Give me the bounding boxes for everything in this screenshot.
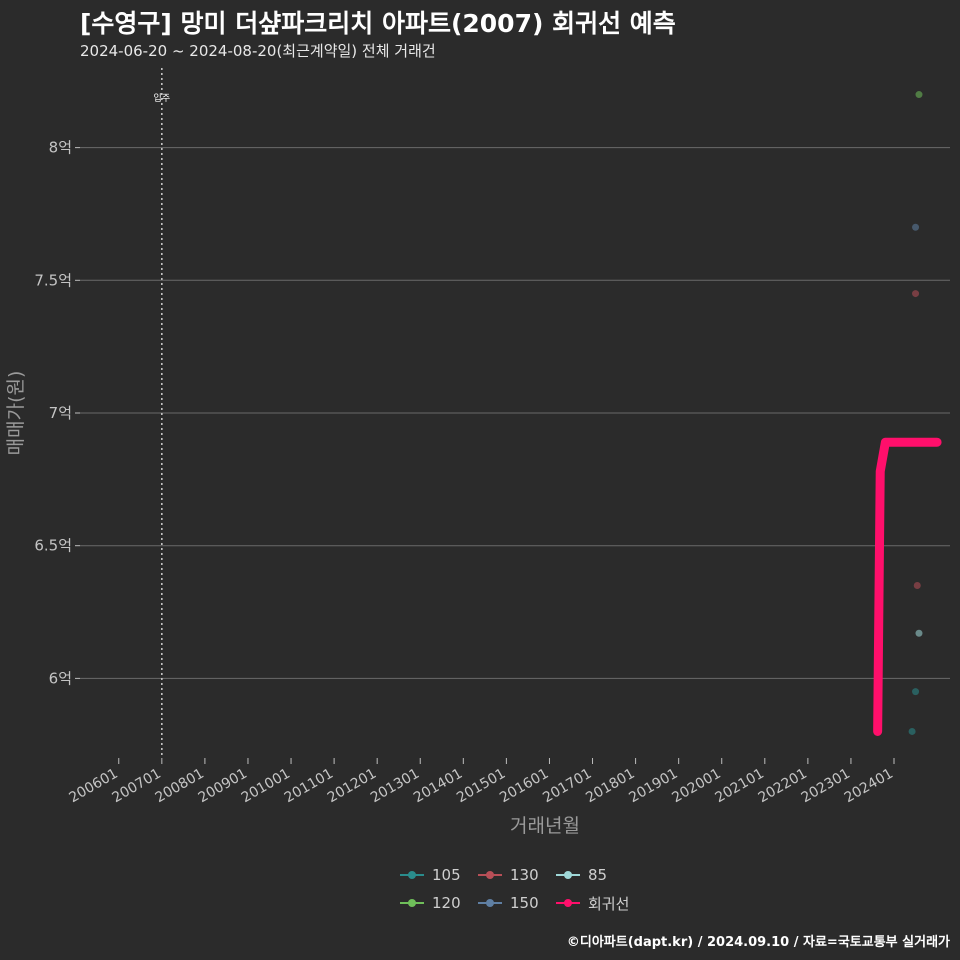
point-130 xyxy=(912,290,920,298)
x-tick-label: 201601 xyxy=(497,766,551,807)
y-tick-label: 7억 xyxy=(49,404,72,422)
legend-item: 105 xyxy=(398,864,476,886)
scatter-points xyxy=(908,91,923,735)
legend-key xyxy=(476,892,504,914)
grid-lines xyxy=(80,147,950,679)
legend-key xyxy=(554,864,582,886)
x-tick-label: 202101 xyxy=(713,766,767,807)
legend-item: 120 xyxy=(398,892,476,914)
point-85 xyxy=(915,629,923,637)
x-tick-label: 202401 xyxy=(842,766,896,807)
axes: 6억6.5억7억7.5억8억20060120070120080120090120… xyxy=(5,139,896,837)
chart-title: [수영구] 망미 더샾파크리치 아파트(2007) 회귀선 예측 xyxy=(80,9,676,38)
legend: 105 130 85 120 150 회귀선 xyxy=(398,864,632,914)
legend-key xyxy=(554,892,582,914)
y-tick-label: 7.5억 xyxy=(34,271,72,289)
legend-label: 회귀선 xyxy=(588,894,630,913)
x-tick-label: 201301 xyxy=(368,766,422,807)
point-105 xyxy=(912,688,920,696)
y-tick-label: 6억 xyxy=(49,669,72,687)
legend-item: 회귀선 xyxy=(554,892,632,914)
legend-item: 85 xyxy=(554,864,632,886)
legend-key xyxy=(398,864,426,886)
point-120 xyxy=(915,91,923,99)
x-tick-label: 202001 xyxy=(669,766,723,807)
x-tick-label: 201401 xyxy=(411,766,465,807)
source-caption: ©디아파트(dapt.kr) / 2024.09.10 / 자료=국토교통부 실… xyxy=(566,935,950,950)
x-tick-label: 200901 xyxy=(196,766,250,807)
x-tick-label: 200601 xyxy=(66,766,120,807)
move-in-marker: 입주 xyxy=(154,68,171,758)
x-axis-title: 거래년월 xyxy=(510,815,580,837)
legend-item: 130 xyxy=(476,864,554,886)
x-tick-label: 201201 xyxy=(325,766,379,807)
y-tick-label: 8억 xyxy=(49,139,72,157)
legend-key xyxy=(476,864,504,886)
y-axis-title: 매매가(원) xyxy=(5,371,27,456)
regression-line xyxy=(873,437,942,736)
point-105 xyxy=(908,727,916,735)
y-tick-label: 6.5억 xyxy=(34,537,72,555)
legend-label: 120 xyxy=(432,894,461,912)
legend-label: 85 xyxy=(588,866,608,884)
x-tick-label: 200701 xyxy=(110,766,164,807)
x-tick-label: 201001 xyxy=(239,766,293,807)
legend-label: 130 xyxy=(510,866,539,884)
regression-layer xyxy=(873,437,942,736)
legend-item: 150 xyxy=(476,892,554,914)
x-tick-label: 201701 xyxy=(540,766,594,807)
x-tick-label: 202201 xyxy=(756,766,810,807)
x-tick-label: 201801 xyxy=(583,766,637,807)
move-in-label: 입주 xyxy=(154,92,171,104)
x-tick-label: 201101 xyxy=(282,766,336,807)
x-tick-label: 201501 xyxy=(454,766,508,807)
point-150 xyxy=(912,223,920,231)
legend-key xyxy=(398,892,426,914)
legend-label: 105 xyxy=(432,866,461,884)
x-tick-label: 201901 xyxy=(626,766,680,807)
chart-subtitle: 2024-06-20 ~ 2024-08-20(최근계약일) 전체 거래건 xyxy=(80,42,436,60)
legend-label: 150 xyxy=(510,894,539,912)
x-tick-label: 202301 xyxy=(799,766,853,807)
point-130 xyxy=(913,582,921,589)
x-tick-label: 200801 xyxy=(153,766,207,807)
